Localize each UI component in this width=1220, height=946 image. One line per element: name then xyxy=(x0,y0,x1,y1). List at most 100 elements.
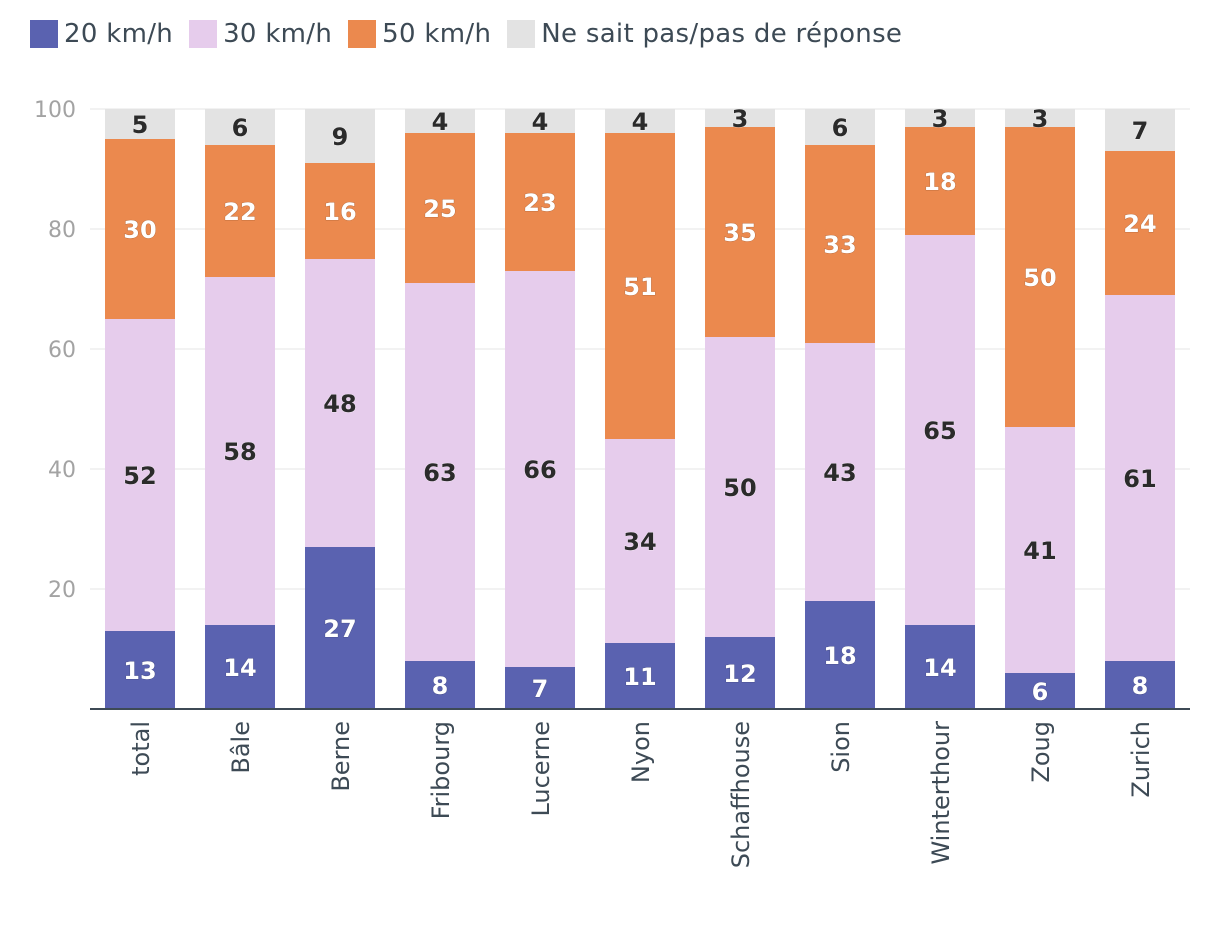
bar-Winterthour-series-2[interactable] xyxy=(905,127,975,235)
value-label-Nyon-series-3: 4 xyxy=(632,108,649,136)
value-label-Fribourg-series-3: 4 xyxy=(432,108,449,136)
bar-Berne-series-1[interactable] xyxy=(305,259,375,547)
bar-Zoug-series-3[interactable] xyxy=(1005,109,1075,127)
bar-Berne-series-0[interactable] xyxy=(305,547,375,709)
value-label-Zoug-series-0: 6 xyxy=(1032,678,1049,706)
bar-total-series-1[interactable] xyxy=(105,319,175,631)
legend-label-30kmh: 30 km/h xyxy=(223,19,333,49)
bar-Fribourg-series-2[interactable] xyxy=(405,133,475,283)
bar-Zoug-series-2[interactable] xyxy=(1005,127,1075,427)
legend-swatch-50kmh xyxy=(348,20,377,48)
bar-Zurich-series-1[interactable] xyxy=(1105,295,1175,661)
x-category-label-2: Berne xyxy=(327,721,355,792)
value-label-Zoug-series-3: 3 xyxy=(1032,105,1049,133)
value-label-Berne-series-1: 48 xyxy=(323,390,356,418)
legend-label-no-answer: Ne sait pas/pas de réponse xyxy=(541,19,903,49)
x-category-label-4: Lucerne xyxy=(527,721,555,817)
y-tick-label-80: 80 xyxy=(48,218,76,243)
bar-Fribourg-series-0[interactable] xyxy=(405,661,475,709)
value-label-total-series-3: 5 xyxy=(132,111,149,139)
bar-total-series-0[interactable] xyxy=(105,631,175,709)
bar-Winterthour-series-0[interactable] xyxy=(905,625,975,709)
bar-Bâle-series-1[interactable] xyxy=(205,277,275,625)
legend-item-20kmh[interactable]: 20 km/h xyxy=(30,19,173,49)
bars xyxy=(105,109,1175,709)
bar-Berne-series-3[interactable] xyxy=(305,109,375,163)
x-category-label-5: Nyon xyxy=(627,721,655,783)
x-axis-category-labels: total Bâle Berne Fribourg Lucerne Nyon Schaffh… xyxy=(127,721,1155,868)
x-category-label-6: Schaffhouse xyxy=(727,721,755,868)
value-label-Sion-series-2: 33 xyxy=(823,231,856,259)
bar-Lucerne-series-0[interactable] xyxy=(505,667,575,709)
legend-label-20kmh: 20 km/h xyxy=(64,19,174,49)
bar-Fribourg-series-1[interactable] xyxy=(405,283,475,661)
bar-Zurich-series-3[interactable] xyxy=(1105,109,1175,151)
value-label-Berne-series-2: 16 xyxy=(323,198,356,226)
bar-Winterthour-series-3[interactable] xyxy=(905,109,975,127)
bar-Lucerne-series-1[interactable] xyxy=(505,271,575,667)
bar-Schaffhouse-series-1[interactable] xyxy=(705,337,775,637)
value-label-Schaffhouse-series-0: 12 xyxy=(723,660,756,688)
bar-total-series-3[interactable] xyxy=(105,109,175,139)
bar-Winterthour-series-1[interactable] xyxy=(905,235,975,625)
bar-Lucerne-series-2[interactable] xyxy=(505,133,575,271)
bar-Nyon-series-1[interactable] xyxy=(605,439,675,643)
y-tick-label-60: 60 xyxy=(48,338,76,363)
value-label-Nyon-series-2: 51 xyxy=(623,273,656,301)
x-category-label-10: Zurich xyxy=(1127,721,1155,798)
bar-Nyon-series-0[interactable] xyxy=(605,643,675,709)
bar-Zurich-series-2[interactable] xyxy=(1105,151,1175,295)
bar-Schaffhouse-series-3[interactable] xyxy=(705,109,775,127)
bar-total-series-2[interactable] xyxy=(105,139,175,319)
x-category-label-0: total xyxy=(127,721,155,776)
value-label-total-series-1: 52 xyxy=(123,462,156,490)
bar-Sion-series-3[interactable] xyxy=(805,109,875,145)
value-label-Bâle-series-0: 14 xyxy=(223,654,256,682)
legend-item-no-answer[interactable]: Ne sait pas/pas de réponse xyxy=(507,19,902,49)
y-tick-label-20: 20 xyxy=(48,578,76,603)
bar-Sion-series-1[interactable] xyxy=(805,343,875,601)
bar-Bâle-series-2[interactable] xyxy=(205,145,275,277)
bar-Lucerne-series-3[interactable] xyxy=(505,109,575,133)
bar-Bâle-series-3[interactable] xyxy=(205,109,275,145)
value-label-Schaffhouse-series-3: 3 xyxy=(732,105,749,133)
value-label-Nyon-series-1: 34 xyxy=(623,528,656,556)
bar-Zoug-series-0[interactable] xyxy=(1005,673,1075,709)
bar-Schaffhouse-series-2[interactable] xyxy=(705,127,775,337)
value-label-Winterthour-series-0: 14 xyxy=(923,654,956,682)
bar-Fribourg-series-3[interactable] xyxy=(405,109,475,133)
x-category-label-1: Bâle xyxy=(227,721,255,774)
value-label-Sion-series-3: 6 xyxy=(832,114,849,142)
bar-Sion-series-2[interactable] xyxy=(805,145,875,343)
value-label-Bâle-series-1: 58 xyxy=(223,438,256,466)
bar-Nyon-series-3[interactable] xyxy=(605,109,675,133)
value-label-Fribourg-series-1: 63 xyxy=(423,459,456,487)
value-label-Nyon-series-0: 11 xyxy=(623,663,656,691)
bar-Sion-series-0[interactable] xyxy=(805,601,875,709)
value-label-Zoug-series-2: 50 xyxy=(1023,264,1056,292)
legend-item-50kmh[interactable]: 50 km/h xyxy=(348,19,491,49)
y-tick-label-100: 100 xyxy=(34,98,76,123)
bar-Zoug-series-1[interactable] xyxy=(1005,427,1075,673)
value-label-Winterthour-series-3: 3 xyxy=(932,105,949,133)
value-label-total-series-0: 13 xyxy=(123,657,156,685)
bar-Bâle-series-0[interactable] xyxy=(205,625,275,709)
legend: 20 km/h 30 km/h 50 km/h Ne sait pas/pas … xyxy=(30,14,918,54)
value-label-Sion-series-0: 18 xyxy=(823,642,856,670)
value-label-Zoug-series-1: 41 xyxy=(1023,537,1056,565)
value-label-Winterthour-series-1: 65 xyxy=(923,417,956,445)
bar-Berne-series-2[interactable] xyxy=(305,163,375,259)
legend-swatch-20kmh xyxy=(30,20,58,48)
value-label-total-series-2: 30 xyxy=(123,216,156,244)
value-label-Berne-series-3: 9 xyxy=(332,123,349,151)
value-label-Bâle-series-3: 6 xyxy=(232,114,249,142)
legend-item-30kmh[interactable]: 30 km/h xyxy=(189,19,332,49)
value-label-Zurich-series-1: 61 xyxy=(1123,465,1156,493)
value-label-Lucerne-series-2: 23 xyxy=(523,189,556,217)
bar-Nyon-series-2[interactable] xyxy=(605,133,675,439)
value-label-Berne-series-0: 27 xyxy=(323,615,356,643)
bar-Zurich-series-0[interactable] xyxy=(1105,661,1175,709)
value-label-Bâle-series-2: 22 xyxy=(223,198,256,226)
bar-Schaffhouse-series-0[interactable] xyxy=(705,637,775,709)
